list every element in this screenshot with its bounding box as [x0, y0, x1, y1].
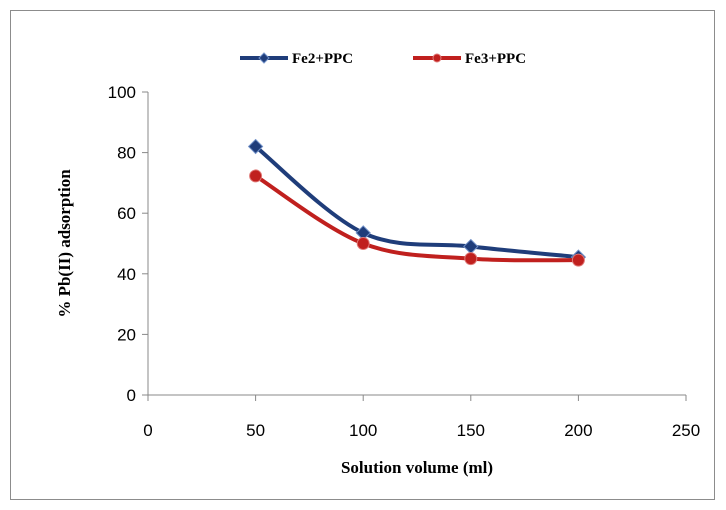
- legend-marker: [432, 53, 442, 63]
- legend-label: Fe2+PPC: [292, 51, 353, 67]
- x-tick-label: 50: [246, 421, 265, 440]
- axes: 0 20 40 60 80 100 0 50 100 150 200 250: [108, 83, 701, 440]
- y-tick-label: 60: [117, 204, 136, 223]
- y-axis-title: % Pb(II) adsorption: [55, 169, 74, 318]
- data-point: [464, 252, 478, 266]
- series-2: [249, 169, 585, 267]
- data-point: [249, 169, 263, 183]
- y-tick-label: 20: [117, 325, 136, 344]
- legend-marker: [258, 52, 270, 64]
- x-tick-label: 100: [349, 421, 377, 440]
- series-line: [253, 173, 581, 263]
- x-axis-title: Solution volume (ml): [341, 458, 493, 477]
- y-tick-label: 80: [117, 144, 136, 163]
- data-point: [247, 138, 264, 155]
- legend-label: Fe3+PPC: [465, 51, 526, 67]
- chart-frame: [10, 10, 715, 500]
- x-tick-label: 250: [672, 421, 700, 440]
- x-tick-label: 0: [143, 421, 152, 440]
- x-tick-label: 200: [564, 421, 592, 440]
- y-tick-label: 40: [117, 265, 136, 284]
- legend: Fe2+PPC Fe3+PPC: [240, 51, 526, 67]
- series-layer: [247, 138, 587, 267]
- y-tick-label: 0: [127, 386, 136, 405]
- data-point: [356, 237, 370, 250]
- series-1: [247, 138, 587, 265]
- series-line: [253, 144, 581, 260]
- data-point: [463, 238, 479, 255]
- data-point: [571, 253, 585, 267]
- y-tick-label: 100: [108, 83, 136, 102]
- x-tick-label: 150: [457, 421, 485, 440]
